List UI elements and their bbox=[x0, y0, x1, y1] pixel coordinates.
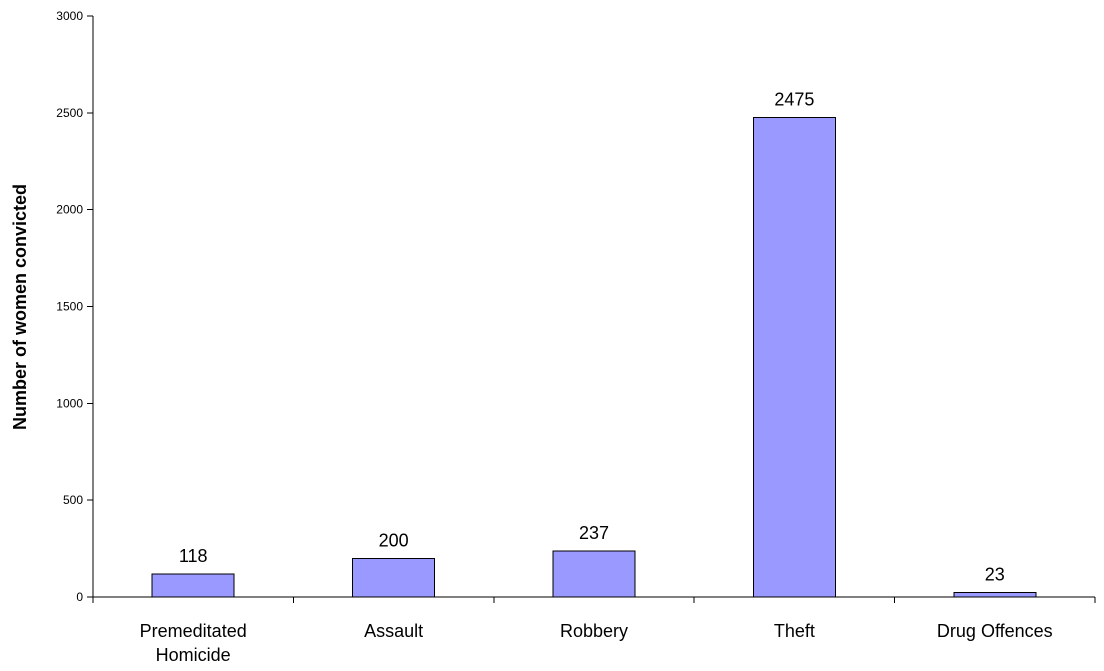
value-label-2: 237 bbox=[579, 523, 609, 543]
y-tick-label-5: 2500 bbox=[56, 106, 83, 120]
category-label-3-0: Theft bbox=[774, 621, 815, 641]
value-label-1: 200 bbox=[379, 530, 409, 550]
bar-1 bbox=[352, 557, 436, 598]
y-axis-title: Number of women convicted bbox=[10, 184, 30, 430]
bar-3 bbox=[752, 117, 836, 598]
category-label-1-0: Assault bbox=[364, 621, 423, 641]
category-label-0-1: Homicide bbox=[156, 645, 231, 665]
category-label-4-0: Drug Offences bbox=[937, 621, 1053, 641]
y-tick-label-1: 500 bbox=[63, 493, 83, 507]
bar-2 bbox=[552, 550, 636, 598]
value-label-4: 23 bbox=[985, 565, 1005, 585]
y-tick-label-4: 2000 bbox=[56, 203, 83, 217]
plot-area: 0 500 1000 1500 2000 2500 3000 Premeditated Homi… bbox=[56, 9, 1096, 665]
category-label-2-0: Robbery bbox=[560, 621, 628, 641]
y-tick-label-2: 1000 bbox=[56, 396, 83, 410]
category-label-0-0: Premeditated bbox=[140, 621, 247, 641]
bar-0 bbox=[151, 573, 235, 598]
bar-4 bbox=[953, 592, 1037, 598]
y-tick-label-6: 3000 bbox=[56, 9, 83, 23]
value-label-3: 2475 bbox=[774, 90, 814, 110]
value-label-0: 118 bbox=[179, 546, 208, 566]
y-tick-label-0: 0 bbox=[76, 590, 83, 604]
y-tick-label-3: 1500 bbox=[56, 300, 83, 314]
